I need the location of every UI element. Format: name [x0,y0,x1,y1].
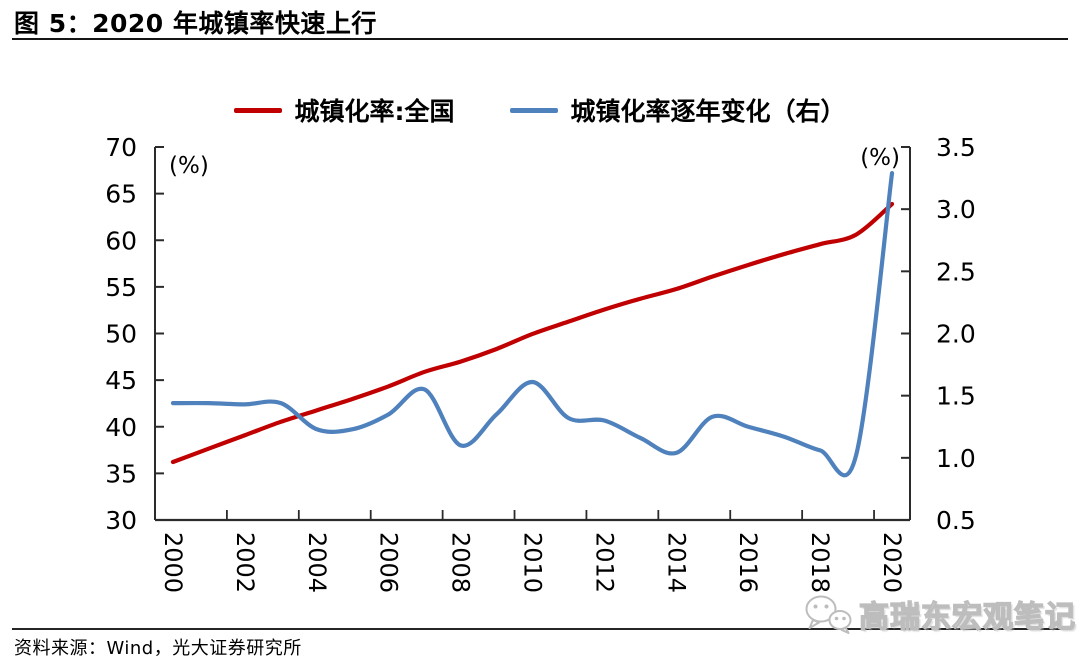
right-axis-tick-label: 1.0 [936,444,976,473]
left-axis-tick-label: 55 [105,273,137,302]
legend-item-urbanization-rate: 城镇化率:全国 [234,92,454,128]
series-line-yoy-change [170,171,895,478]
x-axis-tick-label: 2016 [734,532,762,593]
legend-line-swatch-red [234,107,283,113]
legend-label-yoy-change: 城镇化率逐年变化（右） [570,97,846,126]
right-axis-tick-label: 3.0 [936,195,976,224]
left-axis-tick-label: 40 [105,413,137,442]
left-axis-tick-label: 65 [105,180,137,209]
x-axis-tick-label: 2010 [519,532,547,593]
x-axis-tick-label: 2006 [375,532,403,593]
title-rule [12,38,1068,40]
left-axis-tick-label: 45 [105,366,137,395]
right-axis-tick-label: 3.5 [936,133,976,162]
x-axis-tick-label: 2000 [159,532,187,593]
left-axis-tick-label: 50 [105,320,137,349]
x-axis-tick-label: 2008 [447,532,475,593]
right-axis-tick-label: 2.5 [936,257,976,286]
left-axis-tick-label: 70 [105,133,137,162]
wechat-icon [805,595,852,634]
x-axis-tick-label: 2012 [590,532,618,593]
x-axis-tick-label: 2002 [231,532,259,593]
x-axis-tick-label: 2004 [303,532,331,593]
right-axis-unit-label: (%) [860,145,900,171]
left-axis-tick-label: 35 [105,459,137,488]
bottom-rule [12,628,1068,630]
chart-legend: 城镇化率:全国 城镇化率逐年变化（右） [0,92,1080,128]
legend-line-swatch-blue [510,107,559,113]
right-axis-tick-label: 1.5 [936,382,976,411]
x-axis-tick-label: 2020 [878,532,906,593]
x-axis-tick-label: 2018 [806,532,834,593]
source-text: 资料来源：Wind，光大证券研究所 [14,638,302,659]
left-axis-tick-label: 30 [105,506,137,535]
watermark-text: 高瑞东宏观笔记 [858,599,1076,635]
left-axis-unit-label: (%) [169,153,209,179]
right-axis-tick-label: 2.0 [936,320,976,349]
legend-label-urbanization-rate: 城镇化率:全国 [294,97,455,126]
watermark: 高瑞东宏观笔记 [802,592,1076,636]
right-axis-tick-label: 0.5 [936,506,976,535]
legend-item-yoy-change: 城镇化率逐年变化（右） [510,92,846,128]
series-line-urbanization-rate [170,201,895,465]
figure-title: 图 5：2020 年城镇率快速上行 [14,9,377,38]
left-axis-tick-label: 60 [105,226,137,255]
x-axis-tick-label: 2014 [662,532,690,593]
